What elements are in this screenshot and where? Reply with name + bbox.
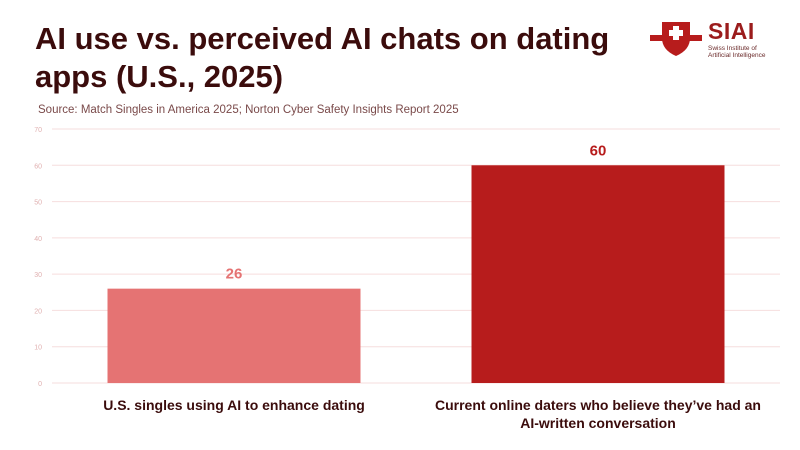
y-tick-label: 70 bbox=[34, 127, 42, 134]
shield-icon bbox=[650, 22, 702, 56]
logo-name: SIAI bbox=[708, 18, 755, 44]
data-label: 60 bbox=[590, 142, 607, 159]
siai-logo: SIAI Swiss Institute of Artificial Intel… bbox=[648, 18, 783, 60]
data-label: 26 bbox=[226, 266, 243, 283]
y-tick-label: 30 bbox=[34, 272, 42, 279]
x-tick-label: U.S. singles using AI to enhance dating bbox=[103, 397, 365, 413]
bar bbox=[471, 165, 725, 383]
y-tick-label: 20 bbox=[34, 308, 42, 315]
chart-title: AI use vs. perceived AI chats on dating … bbox=[35, 21, 610, 94]
y-tick-label: 10 bbox=[34, 345, 42, 352]
logo-subtitle-line2: Artificial Intelligence bbox=[708, 52, 766, 59]
y-tick-label: 50 bbox=[34, 200, 42, 207]
y-tick-label: 60 bbox=[34, 163, 42, 170]
x-tick-label: AI-written conversation bbox=[520, 415, 676, 431]
x-tick-label: Current online daters who believe they’v… bbox=[435, 397, 761, 413]
y-tick-label: 40 bbox=[34, 236, 42, 243]
logo-subtitle-line1: Swiss Institute of bbox=[708, 45, 757, 52]
bar bbox=[107, 288, 361, 383]
y-tick-label: 0 bbox=[38, 381, 42, 388]
source-note: Source: Match Singles in America 2025; N… bbox=[38, 104, 459, 116]
